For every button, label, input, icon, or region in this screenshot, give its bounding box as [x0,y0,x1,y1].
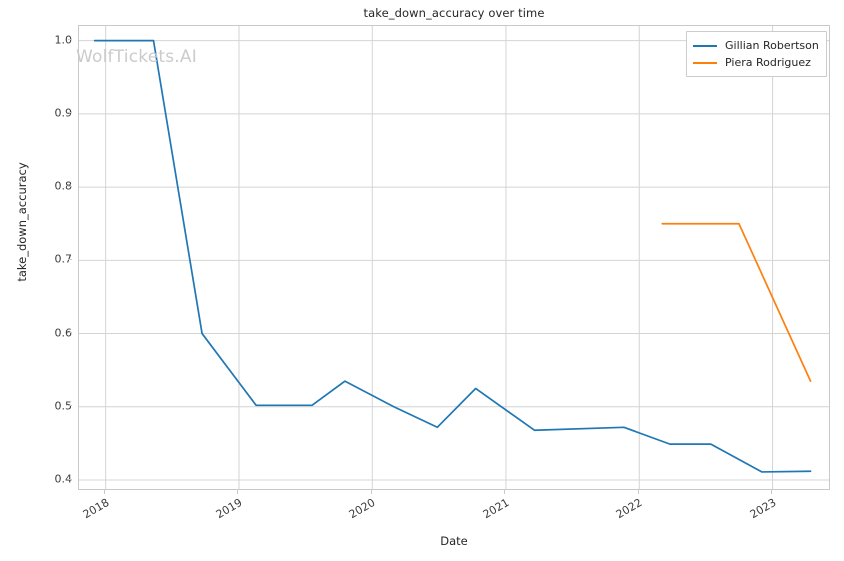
legend-item-2[interactable]: Piera Rodriguez [693,54,819,71]
y-tick-label: 0.6 [54,326,73,340]
legend-item-1[interactable]: Gillian Robertson [693,37,819,54]
y-tick-label: 0.4 [54,472,73,486]
x-tick-label: 2018 [80,496,112,522]
x-tick-mark [237,490,239,494]
x-tick-label: 2020 [347,496,378,522]
x-tick-mark [504,490,506,494]
legend-label: Gillian Robertson [725,39,819,52]
plot-canvas [79,26,829,489]
x-axis-label: Date [440,534,468,548]
x-tick-mark [637,490,639,494]
y-axis-tick-labels: 0.4 0.5 0.6 0.7 0.8 0.9 1.0 [0,25,72,490]
watermark-text: WolfTickets.AI [76,47,197,67]
y-tick-label: 1.0 [54,33,73,47]
y-tick-mark [68,258,72,260]
x-tick-mark [771,490,773,494]
chart-legend: Gillian Robertson Piera Rodriguez [686,31,827,77]
legend-line-swatch [693,61,717,64]
x-axis-tick-labels: 2018 2019 2020 2021 2022 2023 [78,490,830,550]
x-tick-label: 2023 [747,496,779,522]
y-tick-mark [68,332,72,334]
y-tick-mark [68,112,72,114]
y-tick-mark [68,39,72,41]
legend-line-swatch [693,44,717,47]
y-tick-mark [68,405,72,407]
y-tick-label: 0.8 [54,179,73,193]
y-tick-label: 0.5 [54,399,73,413]
y-tick-label: 0.9 [54,106,73,120]
x-tick-label: 2021 [480,496,512,522]
chart-title: take_down_accuracy over time [363,6,545,20]
legend-label: Piera Rodriguez [725,56,811,69]
x-tick-label: 2019 [213,496,245,522]
y-tick-mark [68,185,72,187]
y-axis-label: take_down_accuracy [15,162,29,282]
y-tick-label: 0.7 [54,252,73,266]
x-tick-mark [104,490,106,494]
y-tick-mark [68,478,72,480]
x-tick-label: 2022 [614,496,645,522]
x-tick-mark [370,490,372,494]
plot-area [78,25,830,490]
